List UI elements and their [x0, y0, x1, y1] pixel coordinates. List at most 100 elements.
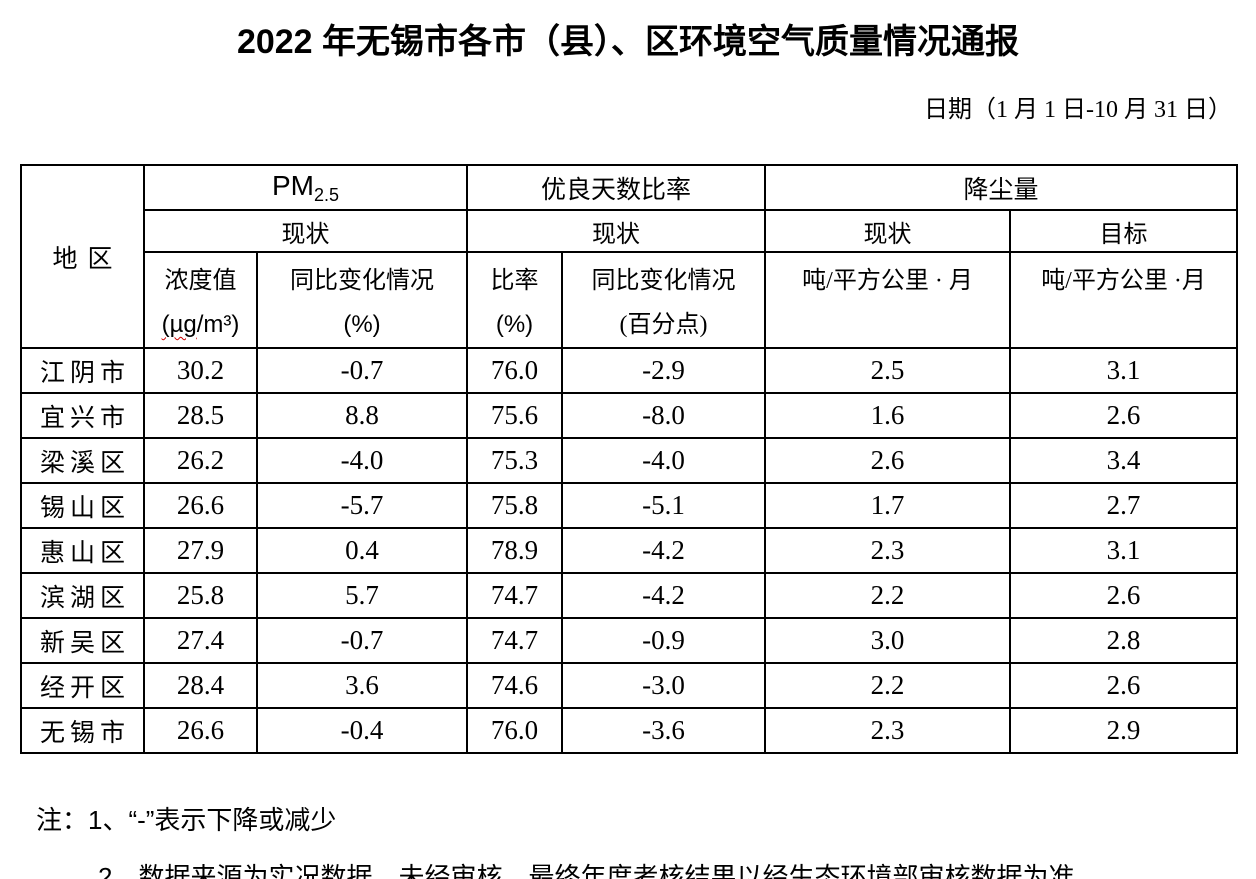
pm-yoy-unit: (%): [343, 311, 381, 338]
date-line: 日期（1 月 1 日-10 月 31 日）: [924, 97, 1232, 123]
region-cell: 宜兴市: [20, 392, 145, 439]
ratio-unit: (%): [495, 311, 534, 338]
header-cell-region: 地区: [20, 164, 145, 349]
header-cell-pm25: PM2.5: [143, 164, 468, 211]
value-cell: 2.2: [764, 572, 1012, 619]
header-cell-good-status: 现状: [465, 209, 767, 253]
footnote-1: 注：1、“-”表示下降或减少: [36, 805, 337, 835]
region-cell: 滨湖区: [20, 572, 145, 619]
concentration-label: 浓度值: [164, 268, 237, 294]
air-quality-table: 地区 PM2.5 优良天数比率 降尘量 现状 现状 现状 目标 浓度值 (µg/…: [20, 164, 1239, 754]
value-cell: -3.6: [560, 707, 767, 754]
value-cell: 2.2: [764, 662, 1012, 709]
table-row: 新吴区 27.4 -0.7 74.7 -0.9 3.0 2.8: [20, 617, 1239, 664]
value-cell: 75.3: [466, 437, 563, 484]
header-cell-good-days-ratio: 优良天数比率: [465, 164, 767, 211]
table-row: 滨湖区 25.8 5.7 74.7 -4.2 2.2 2.6: [20, 572, 1239, 619]
region-cell: 经开区: [20, 662, 145, 709]
value-cell: 28.4: [143, 662, 258, 709]
page: 2022 年无锡市各市（县）、区环境空气质量情况通报 日期（1 月 1 日-10…: [0, 14, 1256, 879]
value-cell: -2.9: [560, 347, 767, 394]
value-cell: -3.0: [560, 662, 767, 709]
value-cell: 5.7: [256, 572, 468, 619]
header-cell-ratio: 比率 (%): [466, 251, 563, 349]
region-cell: 新吴区: [20, 617, 145, 664]
good-yoy-unit: (百分点): [619, 312, 708, 338]
region-cell: 江阴市: [20, 347, 145, 394]
value-cell: 78.9: [466, 527, 563, 574]
value-cell: 2.9: [1009, 707, 1239, 754]
good-yoy-label: 同比变化情况: [591, 268, 736, 294]
header-cell-dust-target: 目标: [1009, 209, 1239, 253]
value-cell: -0.4: [256, 707, 468, 754]
value-cell: 75.6: [466, 392, 563, 439]
header-cell-dustfall: 降尘量: [764, 164, 1239, 211]
value-cell: 76.0: [466, 707, 563, 754]
header-cell-dust-status: 现状: [764, 209, 1012, 253]
value-cell: -4.2: [560, 527, 767, 574]
value-cell: 25.8: [143, 572, 258, 619]
value-cell: 2.6: [764, 437, 1012, 484]
pm25-label: PM: [271, 169, 314, 201]
value-cell: 26.6: [143, 707, 258, 754]
value-cell: -5.7: [256, 482, 468, 529]
value-cell: 2.6: [1009, 662, 1239, 709]
value-cell: 2.6: [1009, 572, 1239, 619]
value-cell: -8.0: [560, 392, 767, 439]
value-cell: 27.9: [143, 527, 258, 574]
table-row: 无锡市 26.6 -0.4 76.0 -3.6 2.3 2.9: [20, 707, 1239, 754]
value-cell: 2.3: [764, 527, 1012, 574]
value-cell: -4.2: [560, 572, 767, 619]
value-cell: 2.5: [764, 347, 1012, 394]
value-cell: 3.1: [1009, 527, 1239, 574]
table-row: 经开区 28.4 3.6 74.6 -3.0 2.2 2.6: [20, 662, 1239, 709]
dust-status-unit: 吨/平方公里 · 月: [802, 268, 973, 294]
table-row: 惠山区 27.9 0.4 78.9 -4.2 2.3 3.1: [20, 527, 1239, 574]
value-cell: 3.4: [1009, 437, 1239, 484]
value-cell: 75.8: [466, 482, 563, 529]
value-cell: 30.2: [143, 347, 258, 394]
ratio-label: 比率: [490, 268, 539, 294]
header-cell-dust-status-unit: 吨/平方公里 · 月: [764, 251, 1012, 349]
value-cell: 76.0: [466, 347, 563, 394]
value-cell: -4.0: [560, 437, 767, 484]
value-cell: 2.3: [764, 707, 1012, 754]
table-row: 锡山区 26.6 -5.7 75.8 -5.1 1.7 2.7: [20, 482, 1239, 529]
value-cell: 74.7: [466, 617, 563, 664]
header-cell-dust-target-unit: 吨/平方公里 ·月: [1009, 251, 1239, 349]
value-cell: 8.8: [256, 392, 468, 439]
dust-target-unit: 吨/平方公里 ·月: [1041, 268, 1206, 294]
value-cell: -5.1: [560, 482, 767, 529]
value-cell: -4.0: [256, 437, 468, 484]
region-cell: 锡山区: [20, 482, 145, 529]
value-cell: 26.2: [143, 437, 258, 484]
concentration-unit: (µg/m³): [161, 311, 240, 338]
pm-yoy-label: 同比变化情况: [290, 268, 434, 294]
value-cell: 27.4: [143, 617, 258, 664]
header-cell-concentration: 浓度值 (µg/m³): [143, 251, 258, 349]
table-row: 宜兴市 28.5 8.8 75.6 -8.0 1.6 2.6: [20, 392, 1239, 439]
value-cell: -0.9: [560, 617, 767, 664]
value-cell: 26.6: [143, 482, 258, 529]
value-cell: 0.4: [256, 527, 468, 574]
value-cell: 2.8: [1009, 617, 1239, 664]
footnotes: 注：1、“-”表示下降或减少 2、数据来源为实况数据，未经审核，最终年度考核结果…: [0, 800, 1256, 879]
value-cell: 3.1: [1009, 347, 1239, 394]
value-cell: 1.7: [764, 482, 1012, 529]
footnote-2: 2、数据来源为实况数据，未经审核，最终年度考核结果以经生态环境部审核数据为准。: [98, 862, 1101, 879]
value-cell: 3.0: [764, 617, 1012, 664]
region-cell: 梁溪区: [20, 437, 145, 484]
header-cell-pm-status: 现状: [143, 209, 468, 253]
table-row: 梁溪区 26.2 -4.0 75.3 -4.0 2.6 3.4: [20, 437, 1239, 484]
pm25-subscript: 2.5: [313, 184, 340, 205]
table-row: 江阴市 30.2 -0.7 76.0 -2.9 2.5 3.1: [20, 347, 1239, 394]
value-cell: -0.7: [256, 617, 468, 664]
header-cell-pm-yoy: 同比变化情况 (%): [256, 251, 468, 349]
value-cell: 28.5: [143, 392, 258, 439]
value-cell: -0.7: [256, 347, 468, 394]
header-cell-good-yoy: 同比变化情况 (百分点): [560, 251, 767, 349]
value-cell: 1.6: [764, 392, 1012, 439]
region-cell: 无锡市: [20, 707, 145, 754]
value-cell: 2.6: [1009, 392, 1239, 439]
value-cell: 3.6: [256, 662, 468, 709]
